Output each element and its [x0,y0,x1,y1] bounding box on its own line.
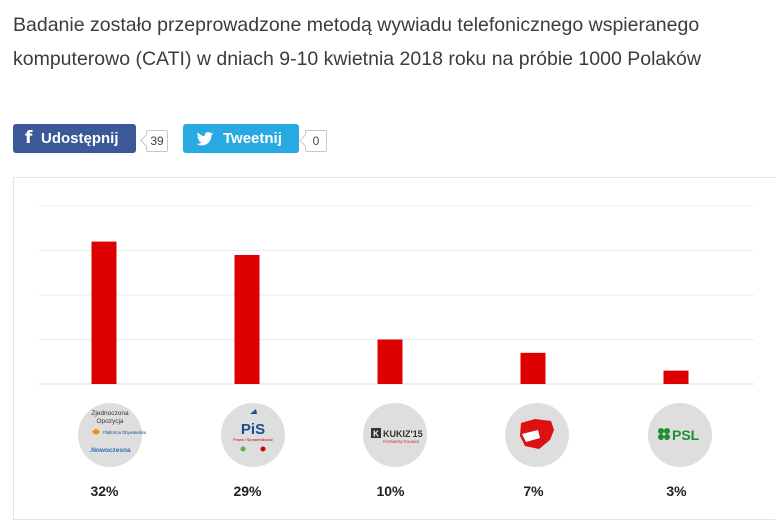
value-label: 10% [376,483,405,499]
value-label: 29% [233,483,262,499]
chart-panel: Zjednoczona Opozycja Platforma Obywatels… [13,177,775,520]
bars [91,241,689,384]
kukiz-k-icon [371,428,381,438]
value-label: 32% [90,483,119,499]
logo-psl: PSL [648,403,712,467]
facebook-icon: f [25,128,33,148]
bar [520,352,546,384]
zo-line2: Opozycja [96,418,123,425]
logo-pis: PiS Prawo i Sprawiedliwość [221,403,285,467]
zo-nowoczesna: .Nowoczesna [89,447,131,454]
twitter-share-button[interactable]: Tweetnij [183,124,299,153]
psl-text: PSL [672,427,700,443]
value-label: 3% [666,483,687,499]
coalition-icon [240,446,246,452]
kukiz-k-letter: K [373,430,379,439]
logo-circle [363,403,427,467]
logo-wolnosc [505,403,569,467]
logo-circle [648,403,712,467]
twitter-share-label: Tweetnij [223,130,282,147]
facebook-share-label: Udostępnij [41,130,119,147]
value-labels: 32% 29% 10% 7% 3% [90,483,687,499]
twitter-share-count: 0 [305,130,327,152]
zo-line1: Zjednoczona [91,410,129,417]
poland-map-stripe [522,430,540,442]
po-logo-icon [92,429,100,435]
facebook-share-button[interactable]: f Udostępnij [13,124,136,153]
logo-circle [221,403,285,467]
pis-eagle-icon [250,409,257,414]
logo-circle [78,403,142,467]
facebook-share-count: 39 [146,130,168,152]
bar [234,254,260,384]
intro-text: Badanie zostało przeprowadzone metodą wy… [13,14,701,70]
poll-bar-chart: Zjednoczona Opozycja Platforma Obywatels… [39,205,754,499]
twitter-bird-icon [196,132,214,146]
value-label: 7% [523,483,544,499]
bar [91,241,117,384]
logo-kukiz: K KUKIZ'15 POTRAFISZ POLSKO! [363,403,427,467]
zo-po: Platforma Obywatelska [103,430,147,435]
coalition-icon [260,446,266,452]
kukiz-text: KUKIZ'15 [383,429,423,439]
logo-zjednoczona-opozycja: Zjednoczona Opozycja Platforma Obywatels… [78,403,147,467]
grid-lines [39,205,754,385]
bar [663,370,689,384]
clover-icon [658,428,670,440]
bar [377,339,403,384]
pis-sub: Prawo i Sprawiedliwość [233,438,273,442]
kukiz-sub: POTRAFISZ POLSKO! [383,440,419,444]
pis-text: PiS [241,421,265,438]
